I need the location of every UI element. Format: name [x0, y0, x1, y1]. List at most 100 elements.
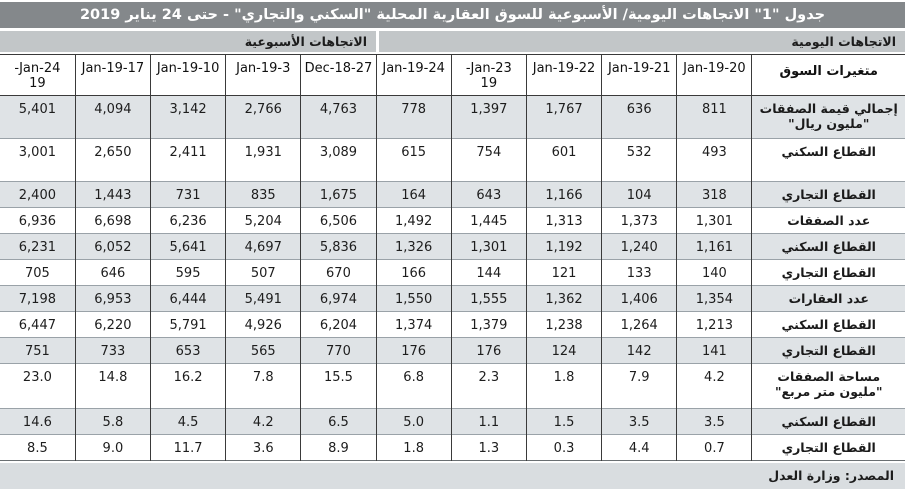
daily-value-cell: 1.1: [450, 408, 527, 435]
daily-value-cell: 1,161: [676, 233, 752, 260]
market-variables-header: متغيرات السوق: [751, 54, 905, 96]
market-variable-label: القطاع التجاري: [751, 337, 905, 364]
weekly-value-cell: 3.6: [225, 434, 301, 461]
market-variable-label: مساحة الصفقات "مليون متر مربع": [751, 363, 905, 409]
section-weekly-label: الاتجاهات الأسبوعية: [0, 31, 376, 52]
weekly-value-cell: 646: [74, 259, 151, 286]
weekly-value-cell: 4,926: [225, 311, 301, 338]
daily-value-cell: 121: [525, 259, 602, 286]
weekly-date-header-cell: 24-Jan- 19: [0, 54, 76, 96]
data-table: متغيرات السوق 20-Jan-19 21-Jan-19 22-Jan-19…: [0, 54, 905, 461]
weekly-value-cell: 1,443: [74, 181, 151, 208]
weekly-value-cell: 5,401: [18, 102, 56, 117]
daily-value-cell: 3.5: [601, 408, 677, 435]
market-variable-label: القطاع التجاري: [751, 434, 905, 461]
table-body: إجمالي قيمة الصفقات "مليون ريال" 811 636 1,…: [0, 95, 905, 461]
weekly-value-cell: 6,974: [300, 285, 377, 312]
daily-value-cell: 643: [450, 181, 527, 208]
daily-value-cell: 0.3: [525, 434, 602, 461]
weekly-value-cell: 5,641: [149, 233, 226, 260]
weekly-value-cell: 1,675: [300, 181, 377, 208]
table-row: عدد العقارات 1,354 1,406 1,362 1,555 1,550 6,9…: [0, 285, 905, 312]
table-row: عدد الصفقات 1,301 1,373 1,313 1,445 1,492 6,50…: [0, 207, 905, 234]
daily-value-cell: 166: [375, 259, 452, 286]
daily-value-cell: 1,379: [450, 311, 527, 338]
daily-value-cell: 3.5: [676, 408, 752, 435]
table-row: القطاع التجاري 0.7 4.4 0.3 1.3 1.8 8.9 3.6 11.7 9…: [0, 434, 905, 461]
market-variable-label: القطاع السكني: [751, 311, 905, 338]
daily-value-cell: 1,192: [525, 233, 602, 260]
weekly-value-cell: 5,204: [225, 207, 301, 234]
weekly-value-cell: 6,204: [300, 311, 377, 338]
daily-value-cell: 176: [450, 337, 527, 364]
daily-date-header-cell: 24-Jan-19: [375, 54, 452, 96]
daily-date-header-cell: 20-Jan-19: [676, 54, 752, 96]
page-title: جدول "1" الاتجاهات اليومية/ الأسبوعية لل…: [0, 2, 905, 28]
daily-value-cell: 1,313: [525, 207, 602, 234]
market-variable-label: القطاع السكني: [751, 408, 905, 435]
daily-value-cell: 1,555: [450, 285, 527, 312]
weekly-value-cell: 595: [149, 259, 226, 286]
daily-value-cell: 1,301: [450, 233, 527, 260]
market-variable-label: القطاع التجاري: [751, 259, 905, 286]
weekly-value-cell: 770: [300, 337, 377, 364]
daily-value-cell: 532: [601, 138, 677, 182]
weekly-value-cell: 6,936: [18, 214, 56, 229]
table-row: القطاع التجاري 141 142 124 176 176 770 565 653 73…: [0, 337, 905, 364]
weekly-value-cell: 6,236: [149, 207, 226, 234]
weekly-value-cell: 15.5: [300, 363, 377, 409]
weekly-value-cell: 14.8: [74, 363, 151, 409]
weekly-value-cell: 5,836: [300, 233, 377, 260]
table-row: القطاع التجاري 140 133 121 144 166 670 507 595 64…: [0, 259, 905, 286]
weekly-value-cell: 23.0: [22, 370, 52, 385]
daily-value-cell: 142: [601, 337, 677, 364]
daily-value-cell: 1,492: [375, 207, 452, 234]
weekly-value-cell: 6.5: [300, 408, 377, 435]
weekly-value-cell: 8.9: [300, 434, 377, 461]
weekly-value-cell: 3,142: [149, 95, 226, 139]
weekly-value-cell: 705: [24, 266, 50, 281]
daily-value-cell: 7.9: [601, 363, 677, 409]
market-variable-label: القطاع السكني: [751, 138, 905, 182]
weekly-value-cell: 6,052: [74, 233, 151, 260]
daily-value-cell: 636: [601, 95, 677, 139]
weekly-value-cell: 5.8: [74, 408, 151, 435]
daily-value-cell: 778: [375, 95, 452, 139]
weekly-value-cell: 6,506: [300, 207, 377, 234]
daily-value-cell: 1,240: [601, 233, 677, 260]
weekly-value-cell: 653: [149, 337, 226, 364]
daily-value-cell: 1,326: [375, 233, 452, 260]
daily-value-cell: 1,397: [450, 95, 527, 139]
daily-date-header-cell: 22-Jan-19: [525, 54, 602, 96]
weekly-value-cell: 4,697: [225, 233, 301, 260]
weekly-value-cell: 5,791: [149, 311, 226, 338]
weekly-value-cell: 2,400: [18, 188, 56, 203]
daily-value-cell: 1,373: [601, 207, 677, 234]
market-variable-label: القطاع السكني: [751, 233, 905, 260]
weekly-value-cell: 6,220: [74, 311, 151, 338]
daily-value-cell: 1,354: [676, 285, 752, 312]
daily-date-header-cell: 21-Jan-19: [601, 54, 677, 96]
weekly-value-cell: 4.2: [225, 408, 301, 435]
daily-value-cell: 1,374: [375, 311, 452, 338]
section-daily-label: الاتجاهات اليومية: [379, 31, 905, 52]
daily-value-cell: 754: [450, 138, 527, 182]
market-variable-label: إجمالي قيمة الصفقات "مليون ريال": [751, 95, 905, 139]
daily-value-cell: 1.8: [375, 434, 452, 461]
daily-value-cell: 1,445: [450, 207, 527, 234]
weekly-value-cell: 751: [24, 344, 50, 359]
daily-value-cell: 140: [676, 259, 752, 286]
weekly-value-cell: 7.8: [225, 363, 301, 409]
table-row: القطاع السكني 3.5 3.5 1.5 1.1 5.0 6.5 4.2 4.5 5.8…: [0, 408, 905, 435]
daily-value-cell: 144: [450, 259, 527, 286]
daily-value-cell: 493: [676, 138, 752, 182]
daily-value-cell: 1.3: [450, 434, 527, 461]
weekly-value-cell: 8.5: [27, 441, 48, 456]
daily-date-header-cell: 23-Jan- 19: [450, 54, 527, 96]
weekly-value-cell: 2,650: [74, 138, 151, 182]
weekly-value-cell: 731: [149, 181, 226, 208]
weekly-value-cell: 835: [225, 181, 301, 208]
market-variable-label: القطاع التجاري: [751, 181, 905, 208]
daily-value-cell: 615: [375, 138, 452, 182]
